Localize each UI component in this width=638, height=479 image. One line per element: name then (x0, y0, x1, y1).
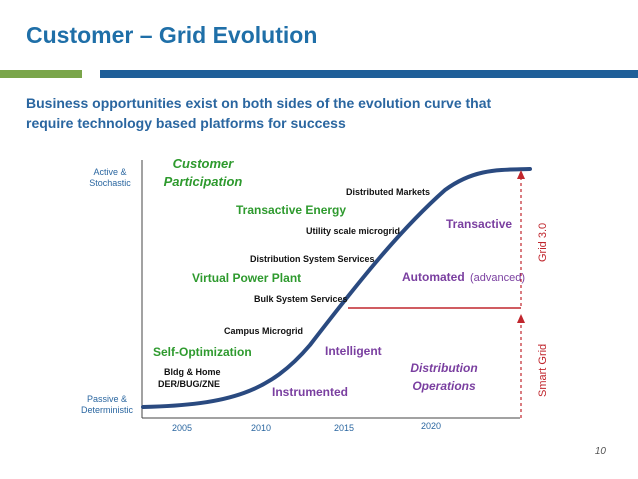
label-campus-microgrid: Campus Microgrid (224, 326, 303, 336)
grid30-label: Grid 3.0 (537, 223, 549, 262)
label-distributed-markets: Distributed Markets (346, 187, 430, 197)
label-distribution-operations-line2: Operations (412, 379, 476, 393)
customer-participation-header-line1: Customer (173, 156, 235, 171)
y-axis-bottom-label-line1: Passive & (87, 394, 127, 404)
title-accent-bar-blue (100, 70, 638, 78)
x-tick-2015: 2015 (334, 423, 354, 433)
x-tick-2005: 2005 (172, 423, 192, 433)
label-bldg-home: Bldg & Home (164, 367, 221, 377)
label-intelligent: Intelligent (325, 344, 382, 358)
y-axis-top-label-line1: Active & (93, 167, 126, 177)
label-der-bug-zne: DER/BUG/ZNE (158, 379, 220, 389)
customer-participation-header-line2: Participation (164, 174, 243, 189)
label-transactive: Transactive (446, 217, 512, 231)
subtitle-line-2: require technology based platforms for s… (26, 115, 346, 131)
grid30-arrowhead (517, 170, 525, 179)
label-virtual-power-plant: Virtual Power Plant (192, 271, 301, 285)
label-distribution-operations-line1: Distribution (410, 361, 477, 375)
page-number: 10 (594, 446, 606, 457)
x-tick-2010: 2010 (251, 423, 271, 433)
label-utility-scale-microgrid: Utility scale microgrid (306, 226, 400, 236)
x-tick-2020: 2020 (421, 421, 441, 431)
label-instrumented: Instrumented (272, 385, 348, 399)
title-accent-bar-green (0, 70, 82, 78)
smart-grid-arrowhead (517, 314, 525, 323)
slide-title: Customer – Grid Evolution (26, 22, 318, 48)
label-automated: Automated (402, 270, 465, 284)
subtitle-line-1: Business opportunities exist on both sid… (26, 95, 492, 111)
label-distribution-system-services: Distribution System Services (250, 254, 375, 264)
y-axis-top-label-line2: Stochastic (89, 178, 131, 188)
smart-grid-label: Smart Grid (537, 344, 549, 397)
label-bulk-system-services: Bulk System Services (254, 294, 348, 304)
y-axis-bottom-label-line2: Deterministic (81, 405, 134, 415)
label-transactive-energy: Transactive Energy (236, 203, 346, 217)
evolution-curve (141, 167, 532, 409)
label-self-optimization: Self-Optimization (153, 345, 252, 359)
label-automated-note: (advanced) (470, 272, 525, 284)
slide-subtitle: Business opportunities exist on both sid… (26, 93, 586, 133)
